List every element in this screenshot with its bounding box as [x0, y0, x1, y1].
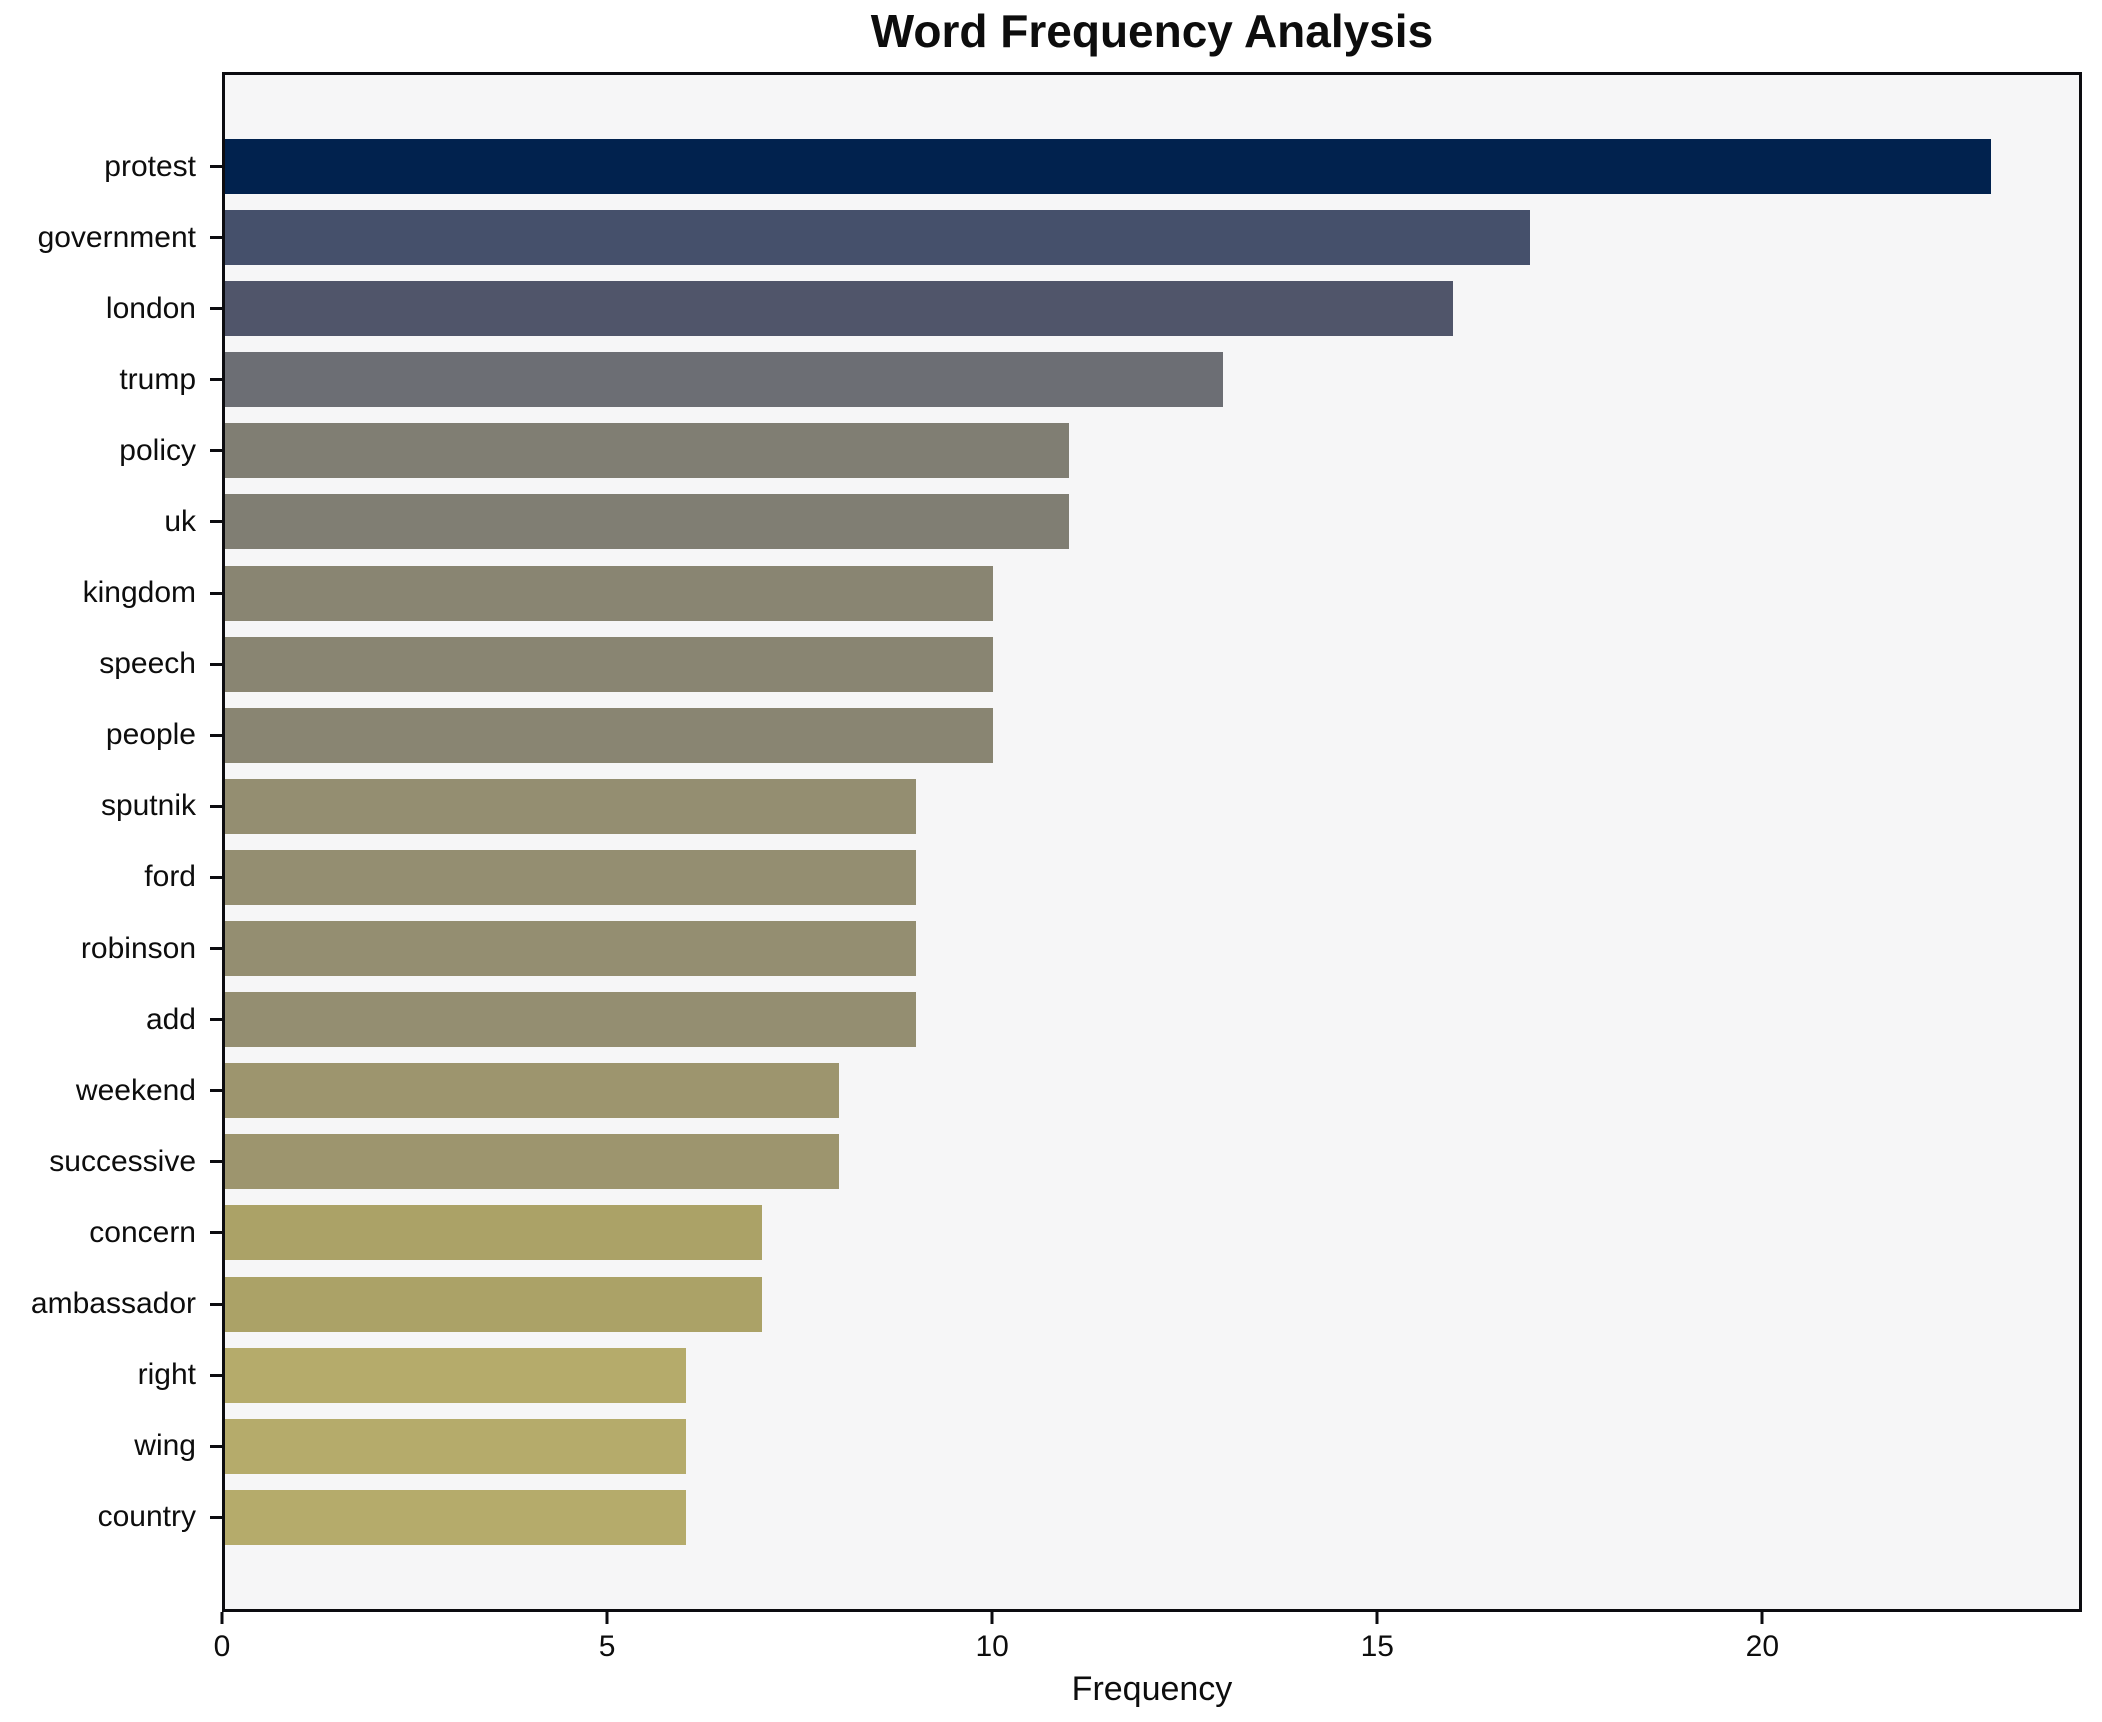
bar-trump	[225, 352, 1223, 408]
bar-row-add: add	[146, 992, 2079, 1048]
y-tick-label-robinson: robinson	[80, 931, 196, 965]
x-tick-mark-0	[220, 1612, 224, 1624]
y-tick-mark	[210, 947, 222, 951]
y-tick-mark	[210, 591, 222, 595]
y-tick-label-sputnik: sputnik	[100, 789, 196, 823]
y-tick-label-right: right	[137, 1358, 196, 1392]
bar-row-trump: trump	[119, 352, 2079, 408]
bar-successive	[225, 1134, 840, 1190]
y-tick-label-concern: concern	[89, 1215, 196, 1249]
y-tick-label-speech: speech	[99, 647, 196, 681]
y-tick-mark	[210, 307, 222, 311]
x-tick-mark-20	[1760, 1612, 1764, 1624]
y-tick-label-ambassador: ambassador	[30, 1287, 196, 1320]
x-axis: 0 5 10 15 20	[214, 1612, 2082, 1672]
bar-ford	[225, 849, 916, 905]
y-tick-label-protest: protest	[104, 149, 196, 183]
y-tick-label-successive: successive	[49, 1144, 196, 1178]
bar-protest	[225, 139, 1991, 194]
bar-row-country: country	[98, 1489, 2079, 1545]
y-tick-label-kingdom: kingdom	[82, 576, 196, 610]
x-tick-label-15: 15	[1360, 1630, 1394, 1663]
x-axis-label: Frequency	[1071, 1670, 1233, 1708]
bar-row-wing: wing	[134, 1418, 2079, 1474]
bar-weekend	[225, 1063, 840, 1119]
y-tick-label-people: people	[105, 718, 196, 752]
y-tick-mark	[210, 1373, 222, 1377]
bar-row-successive: successive	[49, 1134, 2079, 1190]
bar-row-government: government	[38, 210, 2079, 266]
x-tick-mark-5	[605, 1612, 609, 1624]
y-tick-mark	[210, 1444, 222, 1448]
bar-ambassador	[225, 1276, 763, 1332]
y-tick-label-trump: trump	[119, 362, 196, 396]
y-tick-mark	[210, 1302, 222, 1306]
y-tick-mark	[210, 1018, 222, 1022]
bar-people	[225, 707, 993, 763]
bar-add	[225, 992, 916, 1048]
x-tick-mark-15	[1375, 1612, 1379, 1624]
bar-right	[225, 1347, 686, 1403]
y-tick-label-add: add	[145, 1002, 196, 1036]
bar-london	[225, 281, 1454, 337]
bar-row-people: people	[106, 707, 2079, 763]
bar-row-ford: ford	[144, 849, 2079, 905]
bar-wing	[225, 1418, 686, 1474]
bar-row-weekend: weekend	[76, 1063, 2079, 1119]
y-tick-mark	[210, 236, 222, 240]
y-tick-label-weekend: weekend	[75, 1073, 196, 1107]
y-tick-mark	[210, 875, 222, 879]
y-tick-mark	[210, 1515, 222, 1519]
bar-row-sputnik: sputnik	[101, 778, 2079, 834]
bar-country	[225, 1489, 686, 1545]
x-tick-label-20: 20	[1745, 1630, 1780, 1663]
y-tick-label-uk: uk	[164, 504, 196, 538]
y-tick-mark	[210, 662, 222, 666]
bar-row-robinson: robinson	[81, 921, 2079, 977]
x-tick-label-0: 0	[213, 1630, 231, 1663]
bar-robinson	[225, 921, 916, 977]
y-tick-mark	[210, 165, 222, 168]
y-tick-label-wing: wing	[134, 1429, 196, 1463]
y-tick-label-government: government	[37, 220, 196, 254]
y-tick-mark	[210, 733, 222, 737]
y-tick-mark	[210, 804, 222, 808]
bar-row-protest: protest	[104, 139, 2079, 194]
bar-row-ambassador: ambassador	[31, 1276, 2079, 1332]
y-tick-mark	[210, 378, 222, 382]
bar-kingdom	[225, 565, 993, 621]
bar-uk	[225, 494, 1070, 550]
y-tick-label-ford: ford	[144, 860, 196, 894]
y-tick-label-country: country	[97, 1500, 196, 1534]
x-tick-mark-10	[990, 1612, 994, 1624]
bar-row-london: london	[106, 281, 2079, 337]
bar-row-concern: concern	[89, 1205, 2079, 1261]
plot-area: protest government london trump policy uk king…	[31, 72, 2082, 1612]
y-tick-mark	[210, 520, 222, 524]
bar-government	[225, 210, 1531, 266]
y-tick-mark	[210, 449, 222, 453]
y-tick-label-london: london	[105, 291, 196, 325]
bar-row-kingdom: kingdom	[83, 565, 2079, 621]
x-tick-label-10: 10	[975, 1630, 1009, 1663]
y-tick-label-policy: policy	[119, 433, 196, 467]
bars: protest government london trump policy uk king…	[31, 75, 2079, 1609]
y-tick-mark	[210, 1231, 222, 1235]
bar-concern	[225, 1205, 763, 1261]
x-tick-label-5: 5	[598, 1630, 616, 1663]
bar-speech	[225, 636, 993, 692]
bar-row-speech: speech	[99, 636, 2079, 692]
bar-row-uk: uk	[164, 494, 2079, 550]
bar-row-policy: policy	[119, 423, 2079, 479]
y-tick-mark	[210, 1089, 222, 1093]
y-tick-mark	[210, 1160, 222, 1164]
chart-title: Word Frequency Analysis	[870, 5, 1434, 57]
bar-row-right: right	[138, 1347, 2079, 1403]
bar-sputnik	[225, 778, 916, 834]
bar-policy	[225, 423, 1070, 479]
